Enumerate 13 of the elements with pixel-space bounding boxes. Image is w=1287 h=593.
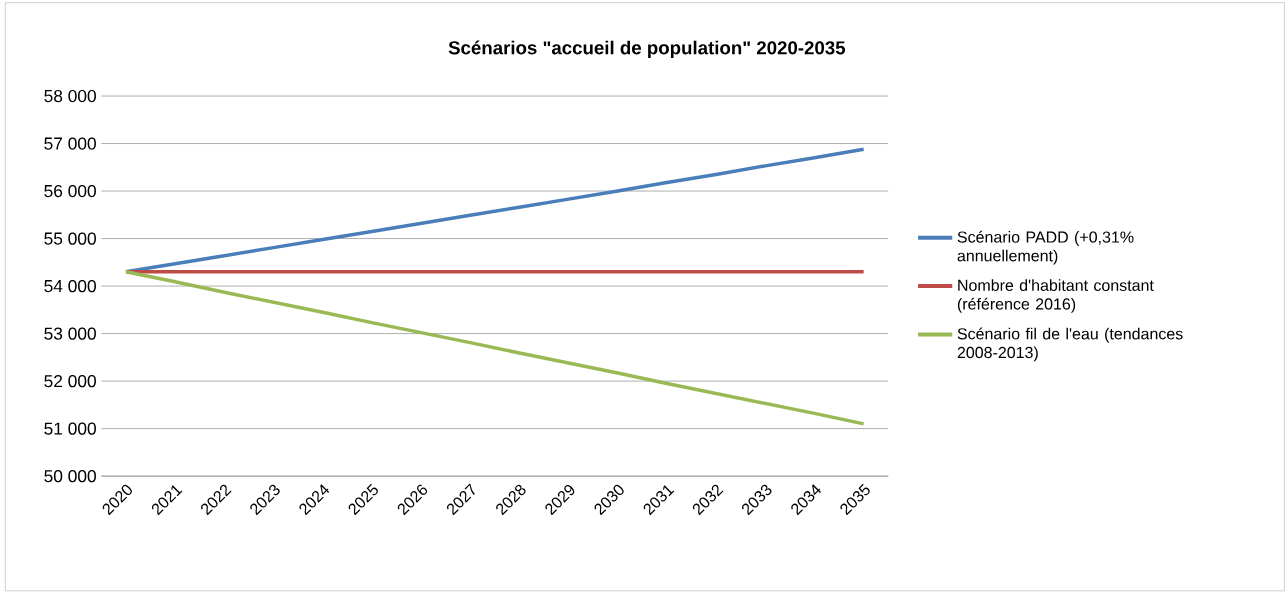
chart-title: Scénarios "accueil de population" 2020-2035 [448, 40, 846, 58]
y-tick-label: 57 000 [44, 137, 96, 150]
y-tick-label: 51 000 [44, 422, 96, 435]
legend-label: Scénario PADD (+0,31% annuellement) [957, 230, 1134, 265]
y-tick-label: 50 000 [44, 469, 96, 483]
y-tick-label: 55 000 [44, 232, 96, 245]
y-tick-label: 53 000 [44, 327, 96, 340]
legend-label: Nombre d'habitant constant (référence 2016) [957, 279, 1154, 313]
y-tick-label: 56 000 [44, 184, 96, 197]
y-tick-label: 58 000 [44, 89, 96, 102]
legend-label: Scénario fil de l'eau (tendances 2008-2013) [957, 327, 1183, 362]
y-tick-label: 54 000 [44, 279, 96, 292]
y-tick-label: 52 000 [44, 374, 96, 387]
